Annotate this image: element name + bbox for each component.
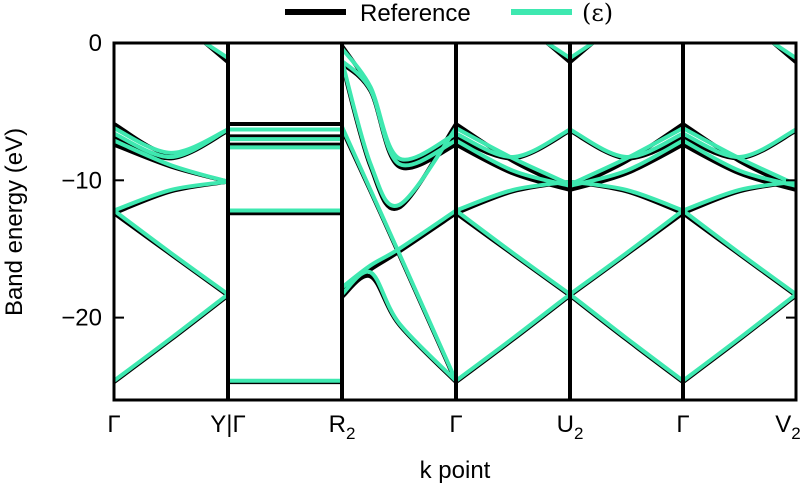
x-tick-label-1: Y|Γ [210,411,245,438]
predicted-band-seg3-b5 [455,126,571,187]
predicted-band-seg3-b0 [454,292,572,383]
predicted-band-seg5-b0 [681,292,798,383]
legend-label-reference: Reference [360,0,471,27]
predicted-band-seg3-b1 [454,208,572,296]
predicted-band-seg0-b2 [113,179,229,213]
predicted-band-seg0-b3 [113,138,229,184]
reference-band-seg4-b3 [569,142,684,192]
x-tick-label-6: V2 [775,411,800,443]
predicted-band-seg4-b5 [569,126,684,187]
predicted-band-seg5-b1 [681,208,798,296]
predicted-band-seg3-b3 [455,138,571,188]
predicted-band-seg2-b2 [340,125,458,382]
predicted-band-seg5-b3 [682,138,797,188]
predicted-band-seg0-b5 [113,126,229,155]
x-tick-label-5: Γ [676,411,689,438]
predicted-band-seg2-b5 [340,60,458,208]
plot-frame [112,41,798,402]
y-tick-label-0: 0 [89,30,102,57]
legend: Reference (ε) [285,0,613,27]
reference-band-seg2-b5 [340,63,458,211]
y-axis-ticks: 0 −10 −20 [61,30,796,332]
predicted-band-seg0-b0 [112,292,230,383]
x-axis-ticks: Γ Y|Γ R2 Γ U2 Γ V2 [107,411,800,443]
predicted-band-seg0-b1 [112,208,230,296]
predicted-band-seg4-b6 [568,41,594,60]
x-axis-title: k point [420,457,491,484]
predicted-band-seg2-b0 [340,269,458,383]
predicted-band-seg4-b0 [568,292,685,383]
reference-band-seg5-b3 [682,142,797,192]
x-tick-label-4: U2 [557,411,584,443]
predicted-band-seg2-b4 [340,47,457,162]
predicted-band-seg5-b6 [772,41,798,60]
kpoint-divider-lines [226,43,685,400]
reference-band-seg0-b2 [113,179,229,216]
legend-label-epsilon: (ε) [582,0,613,27]
predicted-bands [112,41,798,383]
reference-band-seg3-b3 [455,142,571,192]
predicted-band-seg5-b5 [682,126,797,187]
x-tick-label-2: R2 [329,411,356,443]
predicted-band-seg4-b3 [569,138,684,188]
x-tick-label-3: Γ [449,411,462,438]
predicted-band-seg4-b1 [568,208,685,296]
predicted-band-seg2-b1 [340,208,458,289]
x-tick-label-0: Γ [107,411,120,438]
y-axis-title: Band energy (eV) [1,128,28,316]
predicted-band-seg2-b3 [340,59,457,168]
y-tick-label-2: −20 [61,305,102,332]
predicted-band-seg3-b6 [546,41,572,60]
y-tick-label-1: −10 [61,167,102,194]
predicted-band-seg0-b6 [204,41,230,60]
